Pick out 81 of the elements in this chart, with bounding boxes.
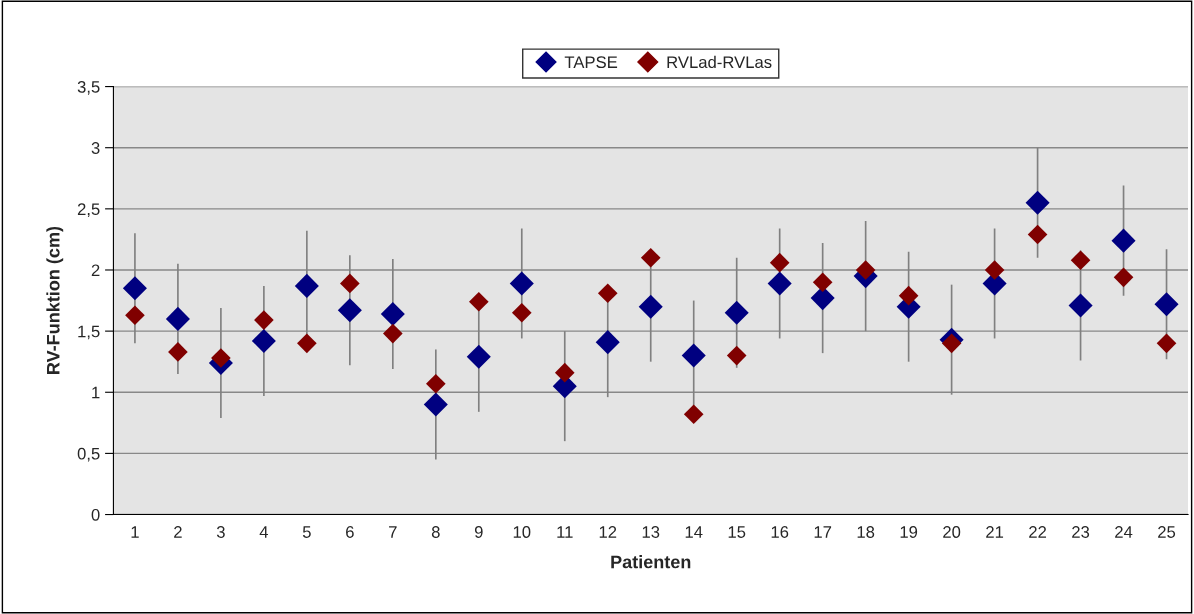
point (254, 310, 274, 330)
x-tick-label: 10 (513, 526, 531, 538)
point (681, 343, 706, 368)
point (1111, 228, 1136, 253)
point (855, 260, 876, 280)
y-tick-label: 3 (91, 142, 100, 154)
y-tick-label: 2,5 (77, 203, 100, 218)
legend-label: TAPSE (564, 56, 618, 69)
y-tick-label: 3,5 (77, 80, 100, 95)
point (597, 283, 618, 304)
point (383, 323, 403, 344)
point (1113, 267, 1134, 288)
y-tick-label: 0,5 (77, 447, 100, 462)
point (767, 271, 792, 296)
point (380, 301, 405, 327)
point (941, 333, 962, 354)
point (769, 252, 790, 273)
x-tick-label: 7 (389, 526, 397, 538)
x-tick-label: 2 (174, 526, 182, 538)
y-tick-label: 2 (91, 264, 100, 277)
x-tick-label: 3 (216, 526, 225, 538)
point (337, 298, 362, 323)
point (509, 271, 534, 296)
x-tick-label: 22 (1029, 526, 1047, 538)
legend-label: RVLad-RVLas (667, 55, 772, 69)
point (984, 260, 1005, 280)
y-tick-label: 1,5 (78, 325, 100, 340)
x-tick-label: 6 (346, 526, 354, 538)
x-tick-label: 18 (857, 526, 875, 538)
x-tick-label: 14 (685, 526, 703, 538)
point (898, 285, 919, 306)
x-tick-label: 11 (557, 526, 573, 538)
y-tick-label: 0 (91, 508, 100, 521)
point (812, 272, 833, 293)
point (1154, 292, 1179, 317)
x-tick-label: 21 (986, 526, 1004, 538)
point (1070, 250, 1091, 271)
x-tick-label: 4 (259, 526, 269, 538)
point (1025, 190, 1050, 215)
point (511, 302, 532, 323)
x-tick-label: 16 (771, 526, 789, 538)
point (423, 392, 448, 417)
x-tick-label: 25 (1158, 526, 1176, 538)
point (595, 330, 620, 355)
x-axis-title: Patienten (611, 555, 691, 569)
point (1156, 333, 1177, 354)
x-tick-label: 1 (131, 526, 139, 538)
point (294, 273, 319, 298)
point (251, 328, 276, 353)
x-tick-label: 15 (728, 526, 746, 538)
point (297, 333, 317, 354)
point (340, 273, 360, 294)
x-tick-label: 17 (814, 526, 832, 538)
point (125, 305, 145, 326)
x-tick-label: 23 (1072, 526, 1090, 538)
point (1027, 224, 1048, 245)
x-tick-label: 24 (1115, 526, 1133, 538)
point (168, 342, 188, 362)
point (211, 348, 231, 368)
point (1068, 293, 1093, 318)
y-axis-title: RV-Funktion (cm) (46, 226, 64, 374)
point (683, 404, 704, 425)
point (554, 362, 575, 383)
x-tick-label: 20 (943, 526, 961, 538)
point (466, 344, 491, 369)
point (810, 286, 835, 311)
x-tick-label: 9 (474, 526, 483, 538)
point (726, 345, 747, 366)
x-tick-label: 8 (431, 526, 440, 538)
x-tick-label: 13 (642, 526, 660, 538)
point (122, 276, 147, 301)
point (468, 291, 489, 312)
point (165, 306, 190, 331)
x-tick-label: 12 (599, 526, 617, 538)
point (640, 247, 661, 268)
point (638, 294, 663, 319)
x-tick-label: 19 (900, 526, 918, 538)
x-tick-label: 5 (302, 526, 311, 538)
point (724, 300, 749, 325)
y-tick-label: 1 (92, 386, 100, 399)
point (425, 373, 446, 394)
